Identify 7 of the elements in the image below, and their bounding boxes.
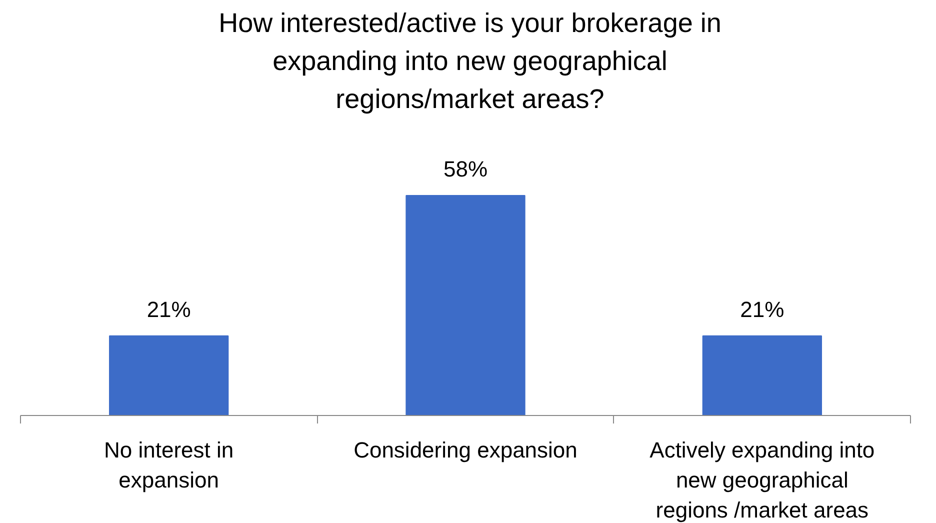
data-label: 21% bbox=[146, 296, 191, 322]
chart-title: How interested/active is your brokerage in expanding into new geographical regions/market areas? bbox=[218, 7, 722, 116]
data-label: 21% bbox=[740, 296, 784, 322]
data-label: 58% bbox=[443, 156, 488, 182]
x-tick-label: Considering expansion bbox=[354, 438, 578, 462]
x-tick-label: No interest in expansion bbox=[104, 438, 234, 492]
x-tick-label: Actively expanding into new geographical regions /market areas bbox=[650, 438, 875, 522]
